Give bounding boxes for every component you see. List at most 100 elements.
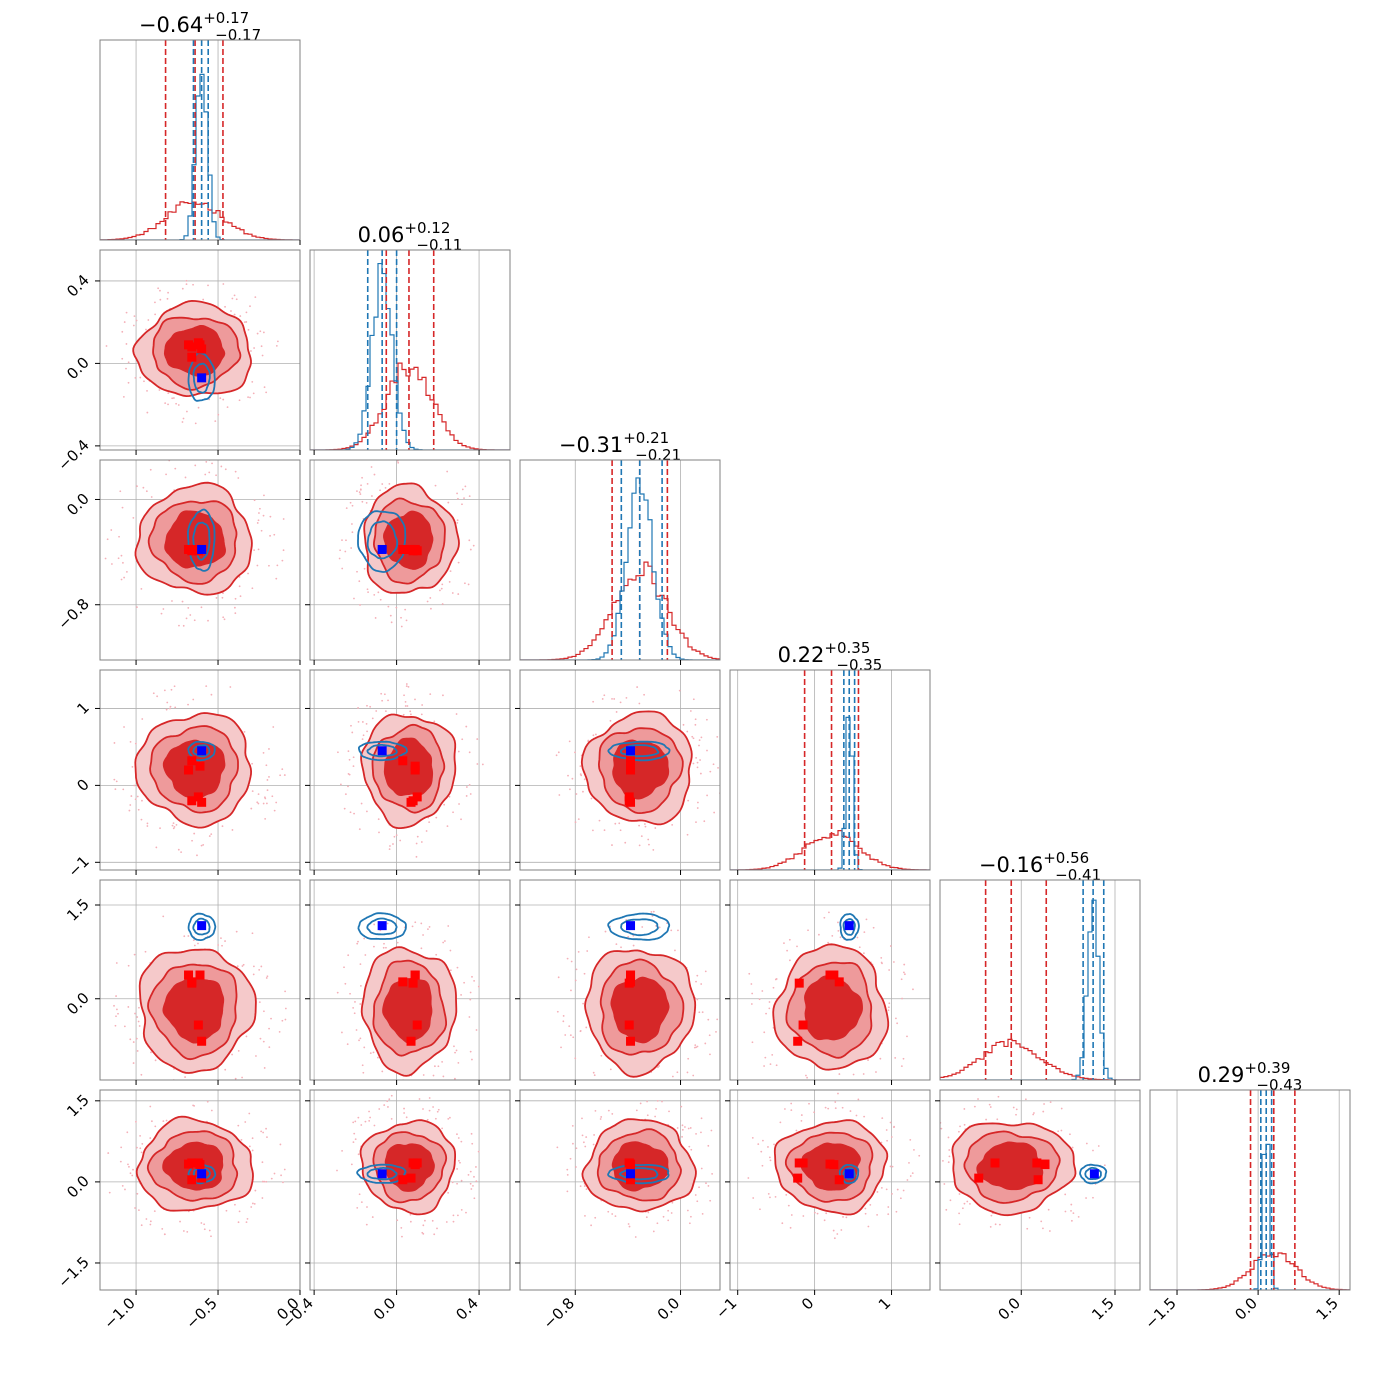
scatter-point [422, 1098, 424, 1100]
scatter-point [1092, 1149, 1094, 1152]
panel-frame [309, 669, 511, 871]
red-marker [408, 978, 418, 988]
scatter-point [344, 793, 347, 796]
scatter-point [118, 535, 120, 538]
scatter-point [448, 795, 451, 798]
scatter-point [141, 1142, 144, 1145]
scatter-point [159, 298, 162, 301]
x-tick-label: 0.0 [654, 1294, 684, 1324]
scatter-point [134, 1207, 136, 1209]
scatter-point [456, 492, 458, 495]
red-marker [624, 1158, 634, 1168]
scatter-point [420, 455, 422, 457]
scatter-point [958, 1130, 960, 1133]
contour-panel-3-0: −1 0 1 [64, 669, 301, 881]
scatter-point [455, 1049, 458, 1052]
scatter-point [249, 305, 251, 308]
red-marker [834, 1175, 844, 1185]
scatter-point [240, 1138, 243, 1141]
scatter-point [349, 501, 352, 504]
scatter-point [354, 1001, 356, 1003]
scatter-point [696, 1200, 699, 1203]
scatter-point [943, 1183, 946, 1185]
scatter-point [262, 1131, 265, 1134]
scatter-point [607, 1210, 610, 1213]
scatter-point [845, 1216, 848, 1219]
scatter-point [433, 1233, 436, 1236]
scatter-point [265, 1127, 267, 1130]
panel-frame [99, 39, 301, 241]
scatter-point [132, 1041, 135, 1043]
red-marker [626, 1036, 636, 1046]
scatter-point [686, 833, 689, 836]
scatter-point [700, 983, 703, 985]
scatter-point [447, 1191, 450, 1194]
scatter-point [253, 499, 256, 502]
scatter-point [862, 1073, 865, 1075]
scatter-point [827, 941, 830, 944]
scatter-point [767, 1146, 769, 1148]
scatter-point [114, 1024, 117, 1027]
scatter-point [667, 1219, 670, 1222]
scatter-point [239, 315, 242, 317]
scatter-point [251, 1149, 254, 1152]
scatter-point [469, 1050, 472, 1053]
scatter-point [409, 1220, 412, 1223]
scatter-point [475, 1180, 478, 1183]
red-marker [193, 1158, 203, 1168]
scatter-point [762, 1139, 764, 1142]
scatter-point [800, 1119, 803, 1122]
scatter-point [451, 1181, 454, 1184]
scatter-point [712, 763, 715, 766]
scatter-point [875, 1071, 877, 1073]
scatter-point [415, 842, 418, 845]
scatter-point [579, 1185, 582, 1188]
scatter-point [750, 1003, 753, 1005]
scatter-point [401, 1235, 403, 1238]
scatter-point [377, 591, 380, 594]
scatter-point [146, 825, 149, 827]
scatter-point [146, 411, 149, 414]
scatter-point [705, 1182, 707, 1185]
scatter-point [420, 947, 423, 950]
scatter-point [353, 1132, 356, 1135]
scatter-point [457, 1214, 459, 1217]
scatter-point [457, 593, 460, 595]
scatter-point [831, 935, 834, 937]
scatter-point [448, 1116, 451, 1119]
scatter-point [359, 1037, 362, 1040]
blue-marker [197, 544, 207, 554]
blue-marker [197, 921, 207, 931]
scatter-point [595, 733, 597, 736]
scatter-point [352, 1141, 355, 1144]
scatter-point [153, 1210, 156, 1213]
scatter-point [558, 794, 561, 796]
scatter-point [214, 420, 217, 423]
scatter-point [356, 490, 358, 493]
scatter-point [864, 1212, 867, 1215]
scatter-point [652, 910, 655, 913]
scatter-point [1048, 1230, 1051, 1232]
scatter-point [247, 328, 250, 331]
scatter-point [399, 839, 402, 842]
scatter-point [896, 1188, 899, 1191]
scatter-point [880, 1141, 883, 1144]
scatter-point [174, 467, 177, 470]
scatter-point [469, 548, 472, 551]
scatter-point [796, 945, 798, 948]
scatter-point [258, 968, 261, 971]
scatter-point [858, 946, 861, 949]
scatter-point [639, 1102, 642, 1105]
scatter-point [424, 1219, 426, 1222]
scatter-point [210, 693, 213, 696]
scatter-point [641, 1083, 643, 1085]
scatter-point [400, 1226, 403, 1229]
scatter-point [765, 1012, 767, 1015]
scatter-point [366, 588, 369, 591]
scatter-point [619, 829, 622, 832]
scatter-point [668, 1110, 670, 1113]
scatter-point [252, 973, 255, 976]
scatter-point [259, 330, 262, 333]
scatter-point [674, 949, 676, 952]
scatter-point [366, 730, 368, 733]
